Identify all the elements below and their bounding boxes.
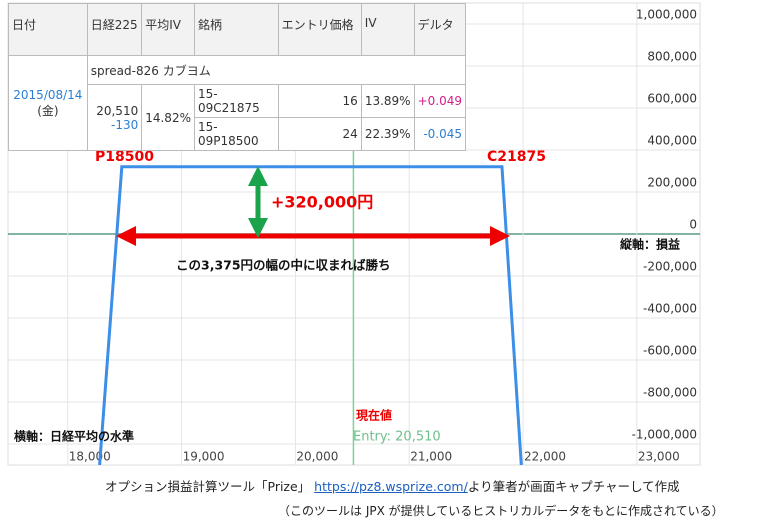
iv: 22.39% xyxy=(360,117,415,151)
header: IV xyxy=(360,3,415,56)
y-axis-label: 縦軸：損益 xyxy=(620,237,680,252)
put-label: P18500 xyxy=(95,149,154,165)
x-tick-label: 23,000 xyxy=(638,450,680,464)
avg-iv: 14.82% xyxy=(141,84,195,151)
current-title: 現在値 xyxy=(356,408,392,423)
y-tick-label: -800,000 xyxy=(643,386,697,400)
y-tick-label: -600,000 xyxy=(643,344,697,358)
symbol: 15-09C21875 xyxy=(193,84,279,118)
header: 平均IV xyxy=(141,3,195,56)
entry-price: 24 xyxy=(277,117,362,151)
current-label: Entry: 20,510 xyxy=(353,430,441,445)
weekday: (金) xyxy=(37,103,59,118)
header: 銘柄 xyxy=(193,3,279,56)
y-tick-label: 600,000 xyxy=(647,92,697,106)
y-tick-label: 0 xyxy=(689,218,697,232)
header: デルタ xyxy=(413,3,467,56)
symbol: 15-09P18500 xyxy=(193,117,279,151)
delta: +0.049 xyxy=(413,84,467,118)
call-label: C21875 xyxy=(487,149,546,165)
delta: -0.045 xyxy=(413,117,467,151)
caption-text: より筆者が画面キャプチャーして作成 xyxy=(467,479,680,494)
x-tick-label: 20,000 xyxy=(296,450,338,464)
x-tick-label: 22,000 xyxy=(524,450,566,464)
x-tick-label: 21,000 xyxy=(410,450,452,464)
x-tick-label: 18,000 xyxy=(69,450,111,464)
y-tick-label: 200,000 xyxy=(647,176,697,190)
iv: 13.89% xyxy=(360,84,415,118)
y-tick-label: 800,000 xyxy=(647,50,697,64)
date: 2015/08/14 xyxy=(13,87,83,102)
caption-note: （このツールは JPX が提供しているヒストリカルデータをもとに作成されている） xyxy=(278,504,724,518)
nikkei-cell: 20,510 -130 xyxy=(86,84,143,151)
position-table: 日付 日経225 平均IV 銘柄 エントリ価格 IV デルタ 2015/08/1… xyxy=(8,3,467,151)
profit-label: +320,000円 xyxy=(271,193,373,212)
date-cell: 2015/08/14 (金) xyxy=(8,55,88,151)
caption-text: オプション損益計算ツール「Prize」 xyxy=(105,479,315,494)
payoff-line xyxy=(98,165,523,466)
x-tick-label: 19,000 xyxy=(183,450,225,464)
header: エントリ価格 xyxy=(277,3,362,56)
y-tick-label: 400,000 xyxy=(647,134,697,148)
y-tick-label: -200,000 xyxy=(643,260,697,274)
change: -130 xyxy=(110,117,139,132)
x-axis-label: 横軸：日経平均の水準 xyxy=(14,429,134,444)
entry-price: 16 xyxy=(277,84,362,118)
nikkei: 20,510 xyxy=(96,103,139,118)
caption: オプション損益計算ツール「Prize」 https://pz8.wsprize.… xyxy=(105,476,680,495)
y-tick-label: -1,000,000 xyxy=(632,428,697,442)
header: 日経225 xyxy=(86,3,143,56)
y-tick-label: 1,000,000 xyxy=(636,8,697,22)
spread: spread-826 カブヨム xyxy=(86,55,467,85)
header: 日付 xyxy=(8,3,88,56)
range-label: この3,375円の幅の中に収まれば勝ち xyxy=(176,258,391,273)
source-link[interactable]: https://pz8.wsprize.com/ xyxy=(314,479,468,494)
y-tick-label: -400,000 xyxy=(643,302,697,316)
